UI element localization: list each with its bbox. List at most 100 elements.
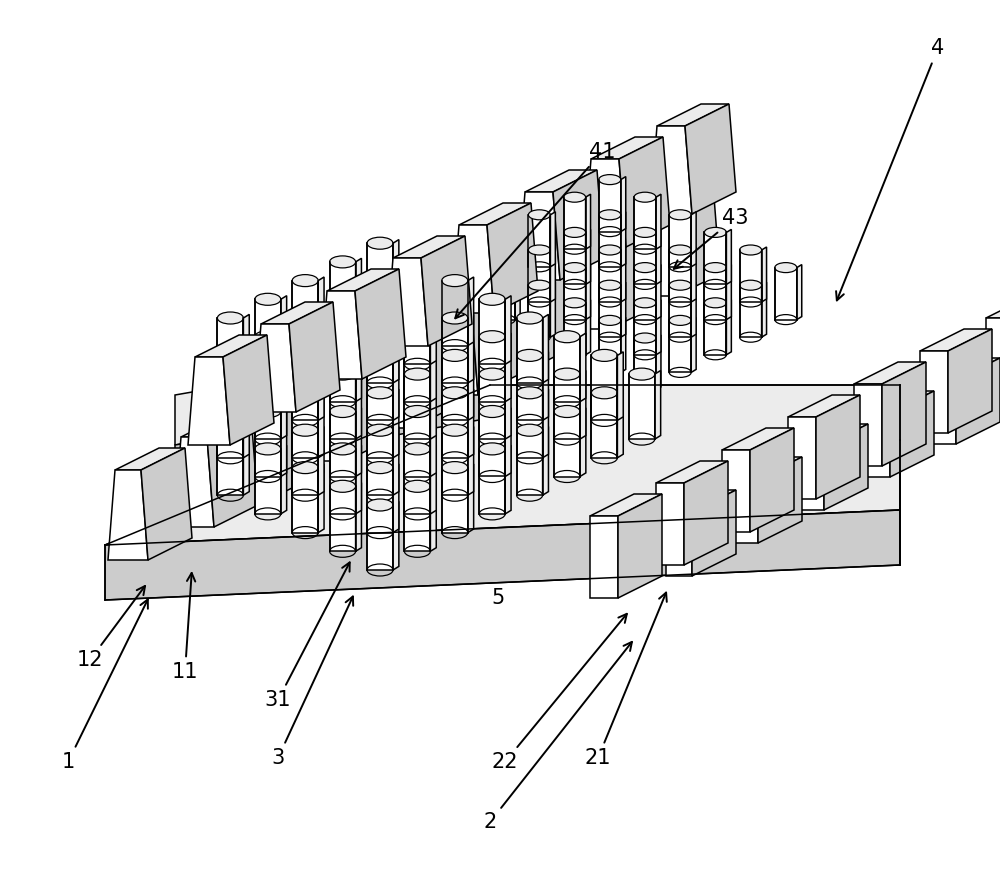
Polygon shape [518, 192, 560, 280]
Polygon shape [223, 335, 274, 445]
Polygon shape [666, 490, 736, 512]
Polygon shape [175, 390, 490, 475]
Polygon shape [564, 198, 586, 249]
Polygon shape [421, 236, 472, 346]
Polygon shape [141, 448, 192, 560]
Polygon shape [591, 137, 663, 159]
Polygon shape [505, 408, 511, 477]
Polygon shape [243, 352, 249, 420]
Polygon shape [255, 411, 281, 477]
Ellipse shape [442, 461, 468, 474]
Ellipse shape [404, 368, 430, 380]
Polygon shape [564, 232, 586, 284]
Polygon shape [367, 281, 393, 346]
Polygon shape [393, 277, 399, 346]
Polygon shape [404, 374, 430, 439]
Polygon shape [243, 389, 249, 458]
Polygon shape [570, 239, 610, 329]
Polygon shape [404, 449, 430, 514]
Ellipse shape [255, 368, 281, 380]
Polygon shape [281, 296, 287, 364]
Polygon shape [669, 285, 691, 337]
Ellipse shape [292, 350, 318, 361]
Ellipse shape [292, 461, 318, 474]
Polygon shape [669, 320, 691, 373]
Ellipse shape [634, 227, 656, 238]
Polygon shape [261, 302, 333, 324]
Polygon shape [505, 370, 511, 439]
Ellipse shape [442, 424, 468, 436]
Polygon shape [207, 415, 258, 527]
Polygon shape [458, 250, 480, 302]
Ellipse shape [634, 298, 656, 308]
Polygon shape [621, 212, 626, 266]
Polygon shape [657, 104, 729, 126]
Ellipse shape [599, 316, 621, 325]
Ellipse shape [669, 316, 691, 325]
Ellipse shape [704, 298, 726, 308]
Ellipse shape [367, 461, 393, 474]
Polygon shape [442, 468, 468, 533]
Polygon shape [564, 303, 586, 355]
Polygon shape [452, 225, 494, 313]
Polygon shape [634, 267, 656, 319]
Ellipse shape [330, 406, 356, 417]
Polygon shape [313, 349, 383, 371]
Polygon shape [564, 267, 586, 319]
Ellipse shape [367, 350, 393, 361]
Polygon shape [480, 247, 485, 302]
Polygon shape [692, 490, 736, 576]
Polygon shape [320, 291, 362, 379]
Ellipse shape [255, 331, 281, 342]
Ellipse shape [517, 387, 543, 399]
Polygon shape [643, 184, 713, 206]
Polygon shape [599, 250, 621, 302]
Text: 2: 2 [483, 642, 632, 832]
Polygon shape [543, 426, 548, 495]
Polygon shape [468, 352, 474, 420]
Polygon shape [517, 318, 543, 383]
Polygon shape [442, 430, 468, 495]
Ellipse shape [517, 424, 543, 436]
Polygon shape [217, 430, 243, 495]
Polygon shape [956, 358, 1000, 444]
Polygon shape [775, 267, 797, 319]
Polygon shape [330, 299, 356, 364]
Ellipse shape [404, 480, 430, 493]
Text: 21: 21 [585, 593, 667, 768]
Polygon shape [273, 382, 324, 494]
Polygon shape [930, 358, 1000, 380]
Polygon shape [505, 296, 511, 364]
Polygon shape [591, 392, 617, 458]
Polygon shape [621, 247, 626, 302]
Polygon shape [740, 285, 762, 337]
Text: 11: 11 [172, 573, 198, 682]
Ellipse shape [528, 210, 550, 220]
Polygon shape [318, 315, 324, 383]
Polygon shape [468, 426, 474, 495]
Polygon shape [289, 302, 340, 412]
Ellipse shape [255, 443, 281, 455]
Polygon shape [255, 449, 281, 514]
Polygon shape [393, 464, 399, 533]
Polygon shape [393, 352, 399, 420]
Polygon shape [617, 389, 623, 458]
Polygon shape [356, 408, 361, 477]
Polygon shape [318, 389, 324, 458]
Ellipse shape [634, 192, 656, 202]
Polygon shape [550, 247, 555, 302]
Polygon shape [181, 415, 251, 437]
Polygon shape [393, 426, 399, 495]
Ellipse shape [217, 387, 243, 399]
Polygon shape [292, 281, 318, 346]
Polygon shape [691, 283, 696, 337]
Polygon shape [438, 305, 478, 395]
Polygon shape [367, 243, 393, 308]
Text: 22: 22 [492, 614, 627, 772]
Polygon shape [684, 461, 728, 565]
Ellipse shape [367, 312, 393, 324]
Polygon shape [580, 333, 586, 401]
Ellipse shape [367, 499, 393, 511]
Ellipse shape [217, 350, 243, 361]
Polygon shape [292, 468, 318, 533]
